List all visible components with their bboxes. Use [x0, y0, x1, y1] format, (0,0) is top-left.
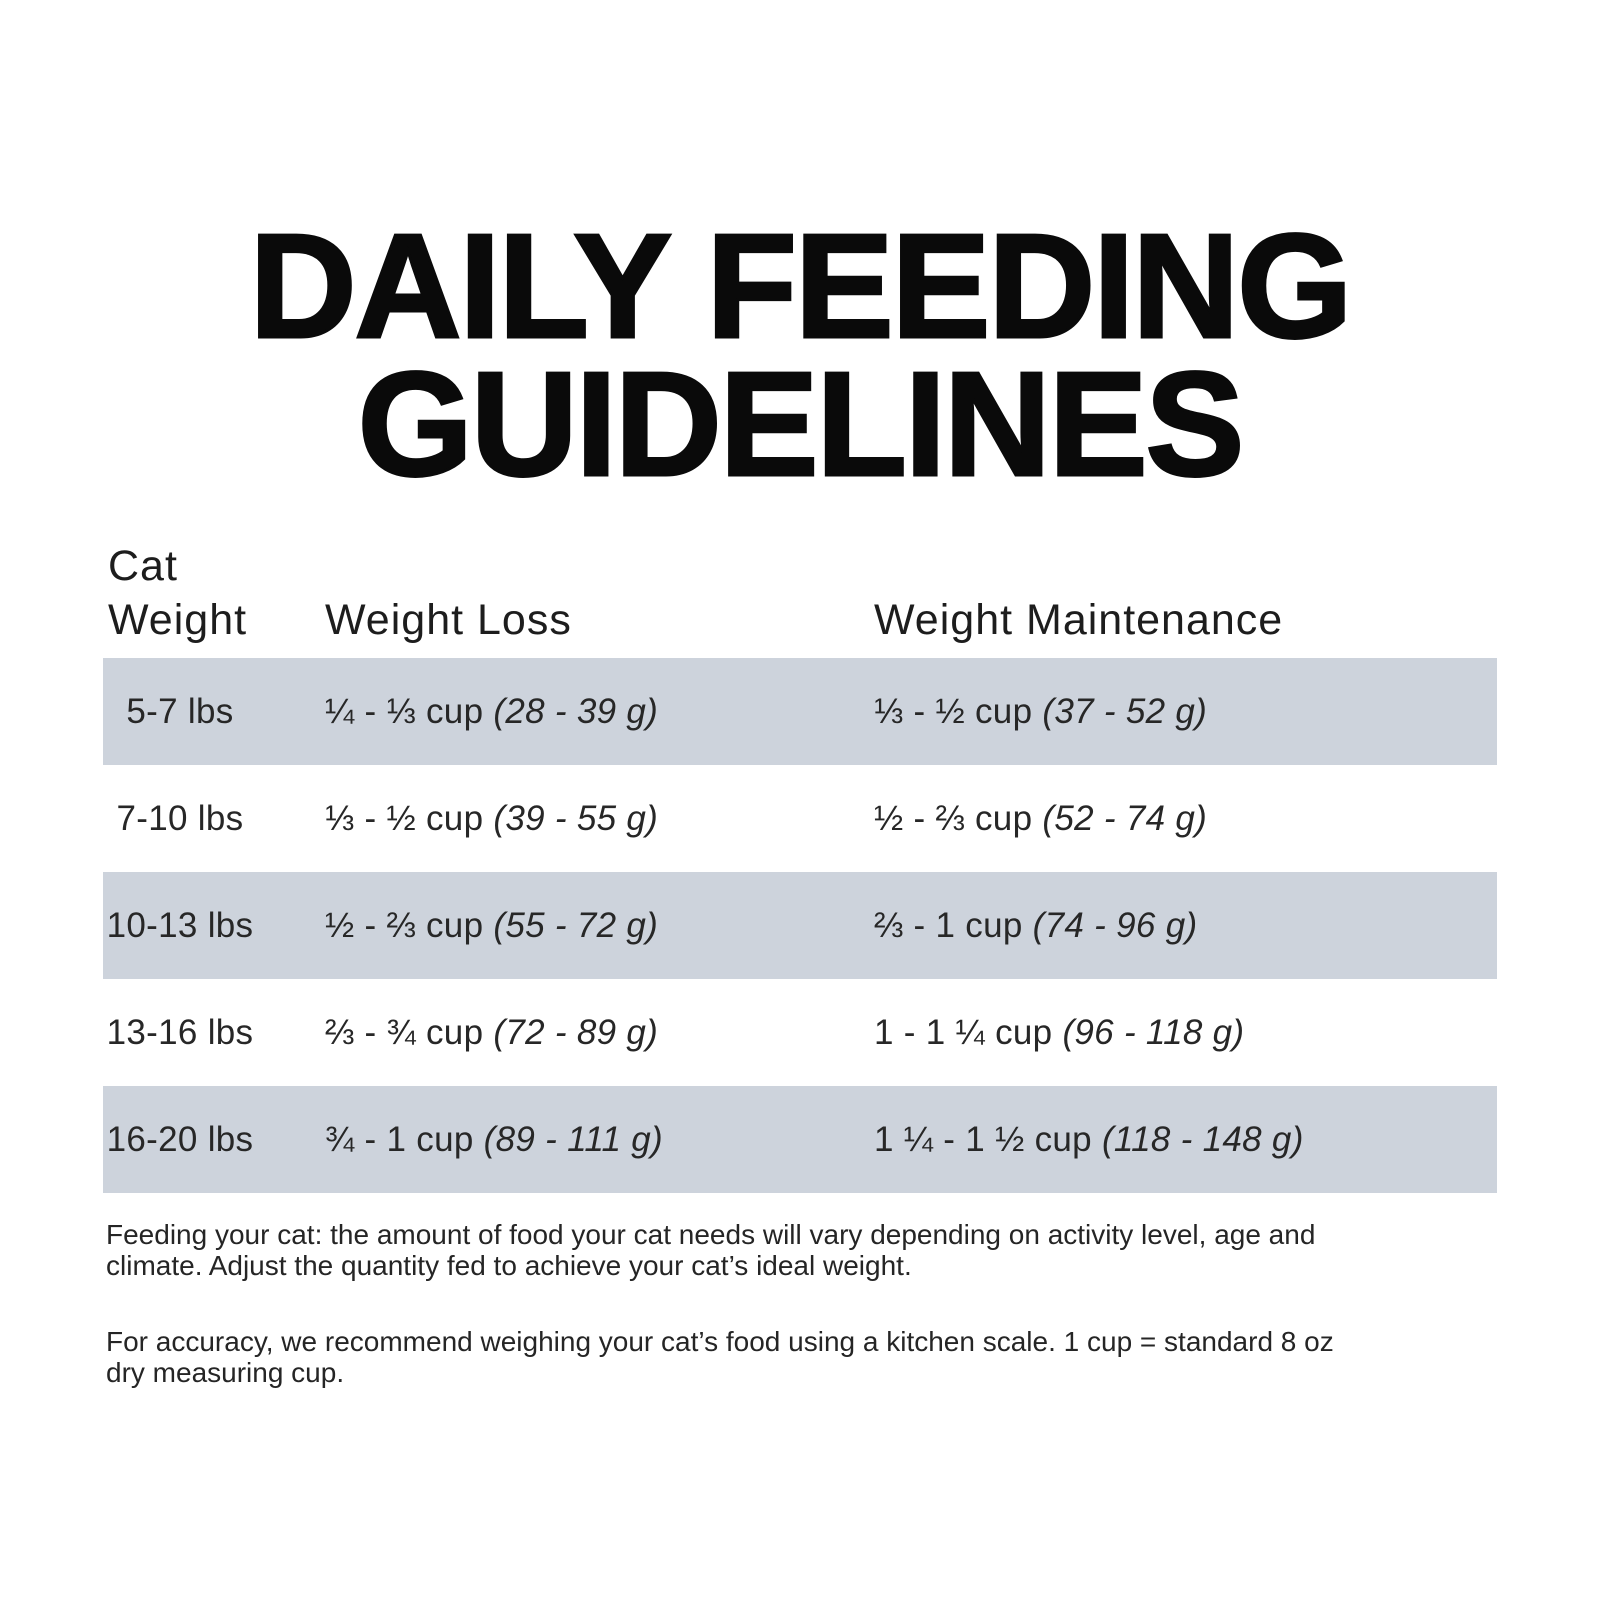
- note-feeding: Feeding your cat: the amount of food you…: [106, 1219, 1315, 1281]
- table-row: 10-13 lbs ½ - ⅔ cup (55 - 72 g) ⅔ - 1 cu…: [103, 872, 1497, 979]
- table-row: 16-20 lbs ¾ - 1 cup (89 - 111 g) 1 ¼ - 1…: [103, 1086, 1497, 1193]
- cell-weight-loss: ⅓ - ½ cup (39 - 55 g): [325, 799, 658, 839]
- grams-text: (96 - 118 g): [1062, 1012, 1245, 1052]
- note-feeding-line-2: climate. Adjust the quantity fed to achi…: [106, 1250, 912, 1281]
- note-accuracy: For accuracy, we recommend weighing your…: [106, 1326, 1334, 1388]
- cups-text: ⅓ - ½ cup: [325, 798, 484, 838]
- grams-text: (39 - 55 g): [493, 798, 659, 838]
- cell-weight-maintenance: ⅓ - ½ cup (37 - 52 g): [874, 692, 1207, 732]
- note-accuracy-line-2: dry measuring cup.: [106, 1357, 345, 1388]
- cups-text: ½ - ⅔ cup: [874, 798, 1033, 838]
- cell-cat-weight: 10-13 lbs: [106, 905, 254, 945]
- cell-weight-maintenance: ½ - ⅔ cup (52 - 74 g): [874, 799, 1207, 839]
- header-weight-loss: Weight Loss: [325, 596, 572, 644]
- grams-text: (89 - 111 g): [483, 1119, 663, 1159]
- page-title: DAILY FEEDING GUIDELINES: [0, 204, 1600, 507]
- grams-text: (52 - 74 g): [1042, 798, 1208, 838]
- cell-cat-weight: 16-20 lbs: [106, 1119, 254, 1159]
- grams-text: (37 - 52 g): [1042, 691, 1208, 731]
- grams-text: (55 - 72 g): [493, 905, 659, 945]
- note-feeding-line-1: Feeding your cat: the amount of food you…: [106, 1219, 1316, 1250]
- grams-text: (74 - 96 g): [1032, 905, 1198, 945]
- cell-cat-weight: 13-16 lbs: [106, 1012, 254, 1052]
- cell-cat-weight: 5-7 lbs: [126, 691, 234, 731]
- cups-text: ½ - ⅔ cup: [325, 905, 484, 945]
- cell-weight-loss: ¾ - 1 cup (89 - 111 g): [325, 1120, 663, 1160]
- cups-text: 1 - 1 ¼ cup: [874, 1012, 1053, 1052]
- cups-text: ¼ - ⅓ cup: [325, 691, 484, 731]
- header-weight-maintenance: Weight Maintenance: [874, 596, 1284, 644]
- header-cat-weight: Cat Weight: [108, 539, 247, 647]
- grams-text: (28 - 39 g): [493, 691, 659, 731]
- grams-text: (118 - 148 g): [1101, 1119, 1304, 1159]
- header-cat-weight-line-2: Weight: [108, 596, 248, 644]
- grams-text: (72 - 89 g): [493, 1012, 659, 1052]
- cell-weight-loss: ⅔ - ¾ cup (72 - 89 g): [325, 1013, 658, 1053]
- cell-weight-loss: ½ - ⅔ cup (55 - 72 g): [325, 906, 658, 946]
- table-row: 13-16 lbs ⅔ - ¾ cup (72 - 89 g) 1 - 1 ¼ …: [103, 979, 1497, 1086]
- cell-cat-weight: 7-10 lbs: [116, 798, 244, 838]
- title-line-1: DAILY FEEDING: [248, 204, 1354, 369]
- header-cat-weight-line-1: Cat: [108, 542, 178, 590]
- cell-weight-loss: ¼ - ⅓ cup (28 - 39 g): [325, 692, 658, 732]
- cell-weight-maintenance: ⅔ - 1 cup (74 - 96 g): [874, 906, 1197, 946]
- cups-text: 1 ¼ - 1 ½ cup: [874, 1119, 1092, 1159]
- cups-text: ¾ - 1 cup: [325, 1119, 474, 1159]
- title-line-2: GUIDELINES: [356, 342, 1246, 507]
- table-row: 7-10 lbs ⅓ - ½ cup (39 - 55 g) ½ - ⅔ cup…: [103, 765, 1497, 872]
- cell-weight-maintenance: 1 - 1 ¼ cup (96 - 118 g): [874, 1013, 1244, 1053]
- cups-text: ⅔ - ¾ cup: [325, 1012, 484, 1052]
- cups-text: ⅓ - ½ cup: [874, 691, 1033, 731]
- table-row: 5-7 lbs ¼ - ⅓ cup (28 - 39 g) ⅓ - ½ cup …: [103, 658, 1497, 765]
- feeding-table: 5-7 lbs ¼ - ⅓ cup (28 - 39 g) ⅓ - ½ cup …: [103, 658, 1497, 1193]
- cups-text: ⅔ - 1 cup: [874, 905, 1023, 945]
- table-header: Cat Weight Weight Loss Weight Maintenanc…: [103, 539, 1497, 657]
- note-accuracy-line-1: For accuracy, we recommend weighing your…: [106, 1326, 1334, 1357]
- cell-weight-maintenance: 1 ¼ - 1 ½ cup (118 - 148 g): [874, 1120, 1304, 1160]
